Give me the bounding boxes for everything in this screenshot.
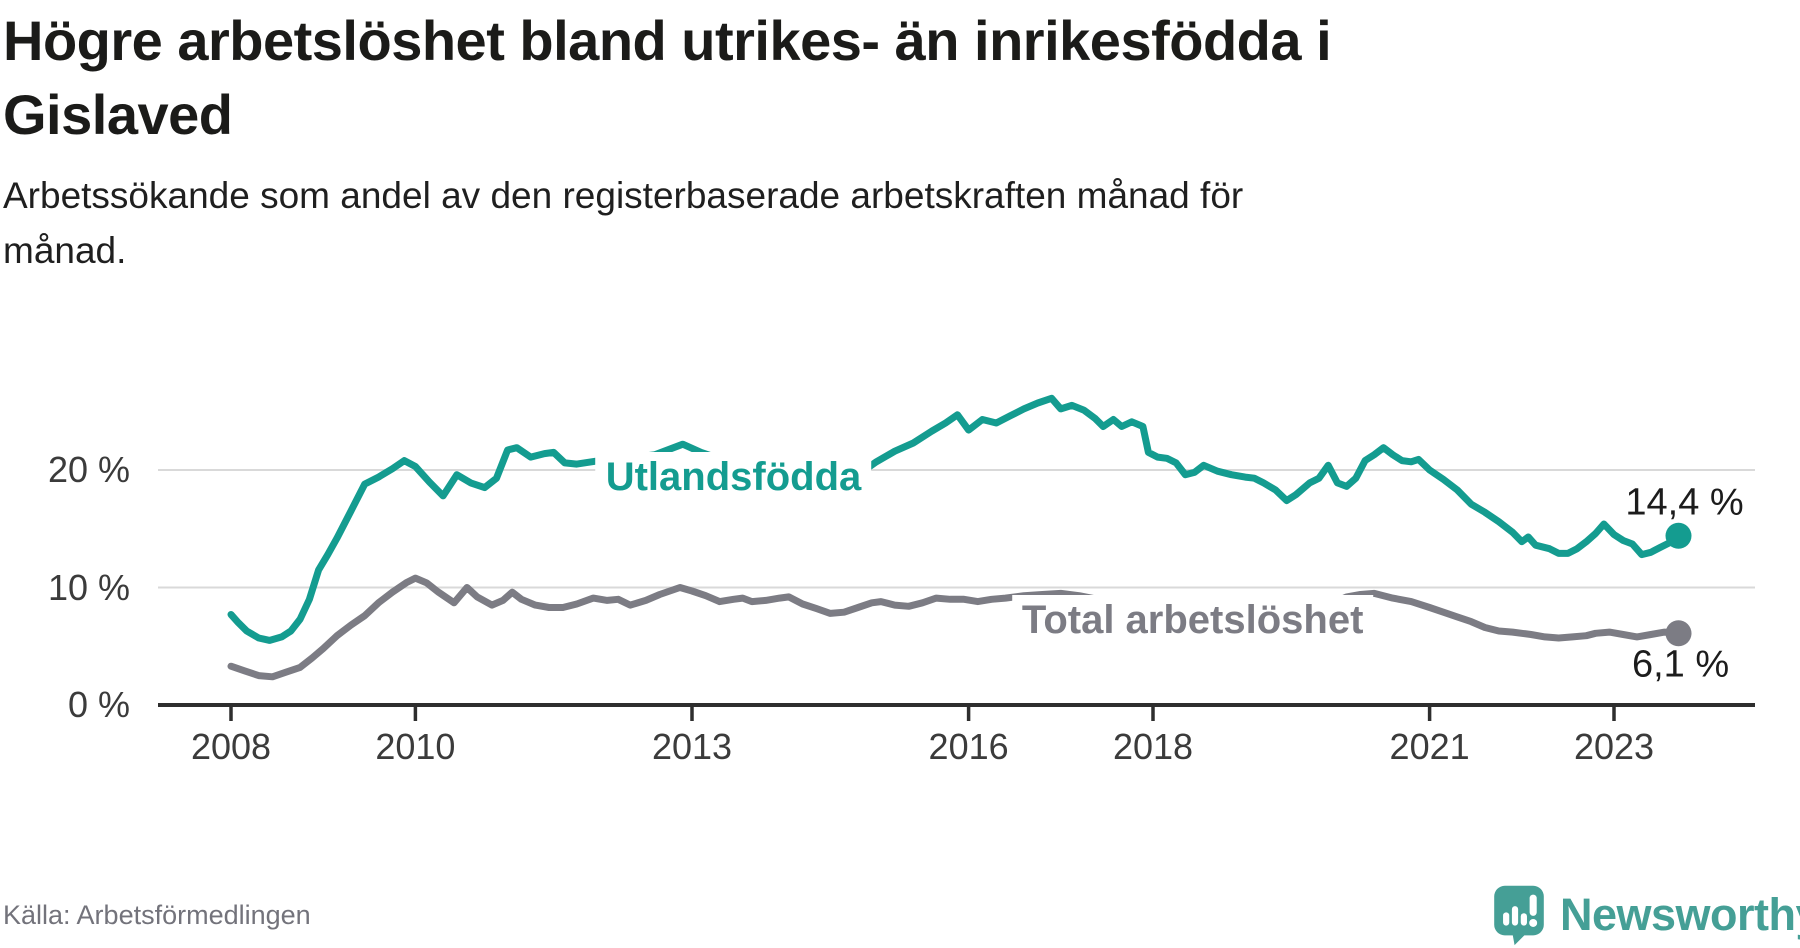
y-tick-label-10: 10 % <box>47 566 130 608</box>
x-tick-label-2016: 2016 <box>928 726 1009 767</box>
subtitle-line-1: Arbetssökande som andel av den registerb… <box>3 175 1244 216</box>
chart-subtitle: Arbetssökande som andel av den registerb… <box>3 168 1503 278</box>
series-label-utlandsfodda: Utlandsfödda <box>595 452 872 503</box>
series-line-0 <box>227 394 1682 644</box>
source-attribution: Källa: Arbetsförmedlingen <box>3 900 311 930</box>
y-tick-label-20: 20 % <box>47 449 130 490</box>
series-line-1 <box>227 574 1682 681</box>
x-tick-label-2021: 2021 <box>1389 726 1470 767</box>
x-tick-label-2018: 2018 <box>1112 726 1194 767</box>
x-tick-label-2013: 2013 <box>651 726 733 767</box>
page-title: Högre arbetslöshet bland utrikes- än inr… <box>3 4 1763 152</box>
y-tick-label-0: 0 % <box>67 684 130 725</box>
x-tick-label-2023: 2023 <box>1573 726 1655 767</box>
newsworthy-logo: Newsworthy <box>1492 884 1800 946</box>
newsworthy-chart-bubble-icon <box>1494 885 1544 946</box>
title-line-2: Gislaved <box>3 83 233 146</box>
end-value-label-total-arbetsloshet: 6,1 % <box>1631 643 1730 686</box>
x-tick-label-2010: 2010 <box>375 726 456 767</box>
end-value-label-utlandsfodda: 14,4 % <box>1625 481 1744 524</box>
series-label-total-arbetsloshet: Total arbetslöshet <box>1011 595 1374 646</box>
subtitle-line-2: månad. <box>3 230 127 271</box>
end-dot-0 <box>1665 522 1692 549</box>
title-line-1: Högre arbetslöshet bland utrikes- än inr… <box>3 9 1332 72</box>
newsworthy-wordmark: Newsworthy <box>1560 889 1800 940</box>
x-tick-label-2008: 2008 <box>190 726 272 767</box>
end-dot-1 <box>1665 620 1692 647</box>
